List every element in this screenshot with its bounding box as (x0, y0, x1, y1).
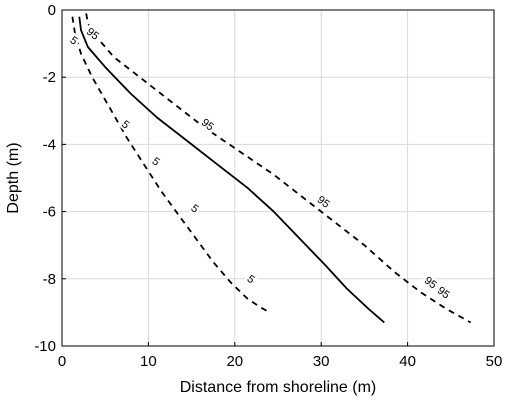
contour-label-group: 95 (433, 282, 455, 303)
median-line (78, 16, 385, 324)
y-tick-label: -8 (43, 271, 56, 288)
contour-label-bg (148, 153, 164, 170)
contour-label: 95 (315, 194, 332, 211)
plot-frame (61, 9, 495, 347)
dashed-contour-line (85, 13, 472, 324)
x-tick-label: 40 (399, 353, 416, 370)
x-tick-label: 50 (486, 353, 503, 370)
contour-label: 95 (422, 274, 439, 291)
contour-label-group: 5 (187, 200, 203, 217)
x-tick-label: 30 (313, 353, 330, 370)
contour-label-group: 95 (313, 191, 335, 212)
contour-label-group: 5 (66, 32, 82, 49)
y-tick-label: -4 (43, 136, 56, 153)
gridlines (62, 10, 494, 346)
y-tick-label: 0 (48, 2, 56, 19)
contour-label-bg (313, 191, 335, 212)
contour-label-group: 5 (148, 153, 164, 170)
axes: 0 10 20 30 40 50 0 -2 -4 -6 -8 -10 (34, 2, 502, 370)
contour-label-bg (187, 200, 203, 217)
contour-label: 95 (199, 116, 216, 133)
contour-label-bg (66, 32, 82, 49)
contour-label-bg (243, 270, 259, 287)
x-tick-label: 20 (226, 353, 243, 370)
x-tick-label: 0 (58, 353, 66, 370)
contour-label-group: 95 (197, 114, 219, 135)
y-tick-label: -6 (43, 204, 56, 221)
series-lines (71, 13, 472, 324)
y-tick-label: -2 (43, 69, 56, 86)
y-tick-label: -10 (34, 338, 56, 355)
contour-label-group: 5 (243, 270, 259, 287)
contour-label-group: 95 (82, 23, 104, 44)
contour-label: 95 (84, 26, 101, 43)
contour-label-bg (118, 116, 134, 133)
y-axis-title: Depth (m) (5, 142, 22, 213)
contour-label: 95 (435, 284, 452, 301)
contour-label-bg (197, 114, 219, 135)
dashed-contour-line (71, 16, 270, 314)
contour-label-bg (433, 282, 455, 303)
contour-label-group: 95 (420, 272, 442, 293)
contour-label-group: 5 (118, 116, 134, 133)
x-tick-label: 10 (140, 353, 157, 370)
contour-label-bg (420, 272, 442, 293)
contour-label-bg (82, 23, 104, 44)
x-axis-title: Distance from shoreline (m) (180, 379, 377, 396)
